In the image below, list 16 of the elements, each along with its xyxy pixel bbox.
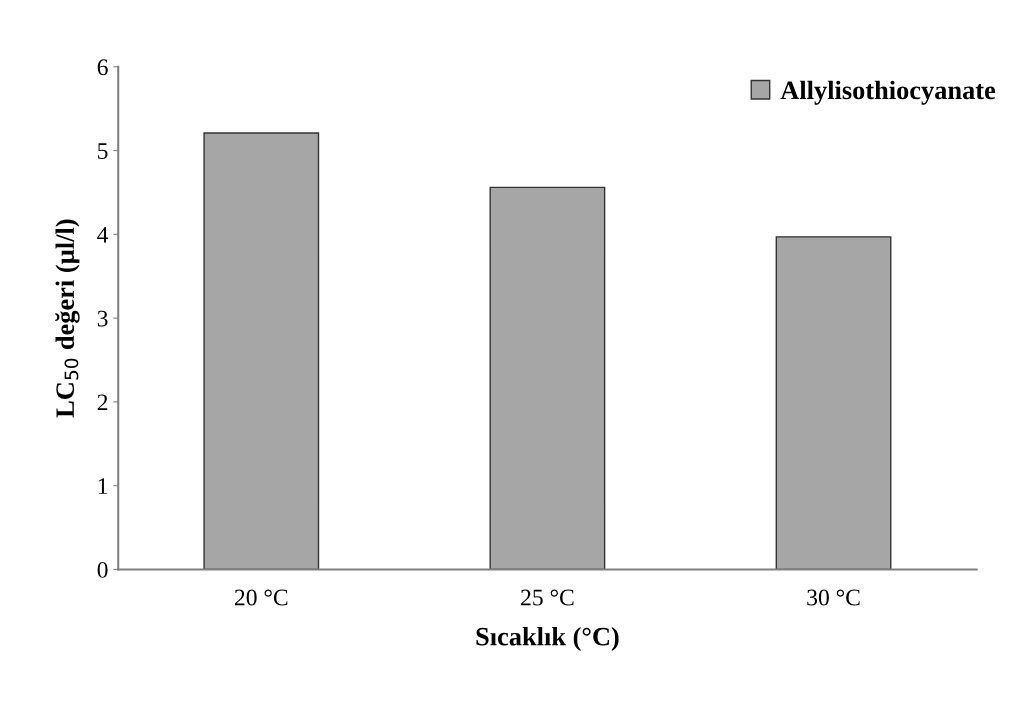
- y-tick-label: 4: [97, 226, 109, 243]
- y-tick-label: 6: [97, 59, 108, 76]
- x-tick-label: 25 °C: [521, 589, 574, 606]
- y-tick-label: 1: [98, 478, 108, 494]
- x-axis-title: Sıcaklık (°C): [476, 626, 619, 651]
- y-axis-title: LC$_{50}$ değeri (µl/l): [55, 219, 80, 418]
- y-tick-label: 3: [97, 310, 108, 327]
- y-tick-label: 2: [97, 394, 108, 411]
- x-tick-label: 20 °C: [234, 589, 288, 606]
- legend-label: Allylisothiocyanate: [780, 80, 996, 105]
- x-tick-label: 30 °C: [807, 589, 860, 606]
- bar: [489, 186, 606, 570]
- y-tick-label: 0: [97, 561, 108, 578]
- bar: [203, 132, 320, 570]
- bar: [775, 236, 892, 570]
- y-tick-label: 5: [98, 143, 108, 159]
